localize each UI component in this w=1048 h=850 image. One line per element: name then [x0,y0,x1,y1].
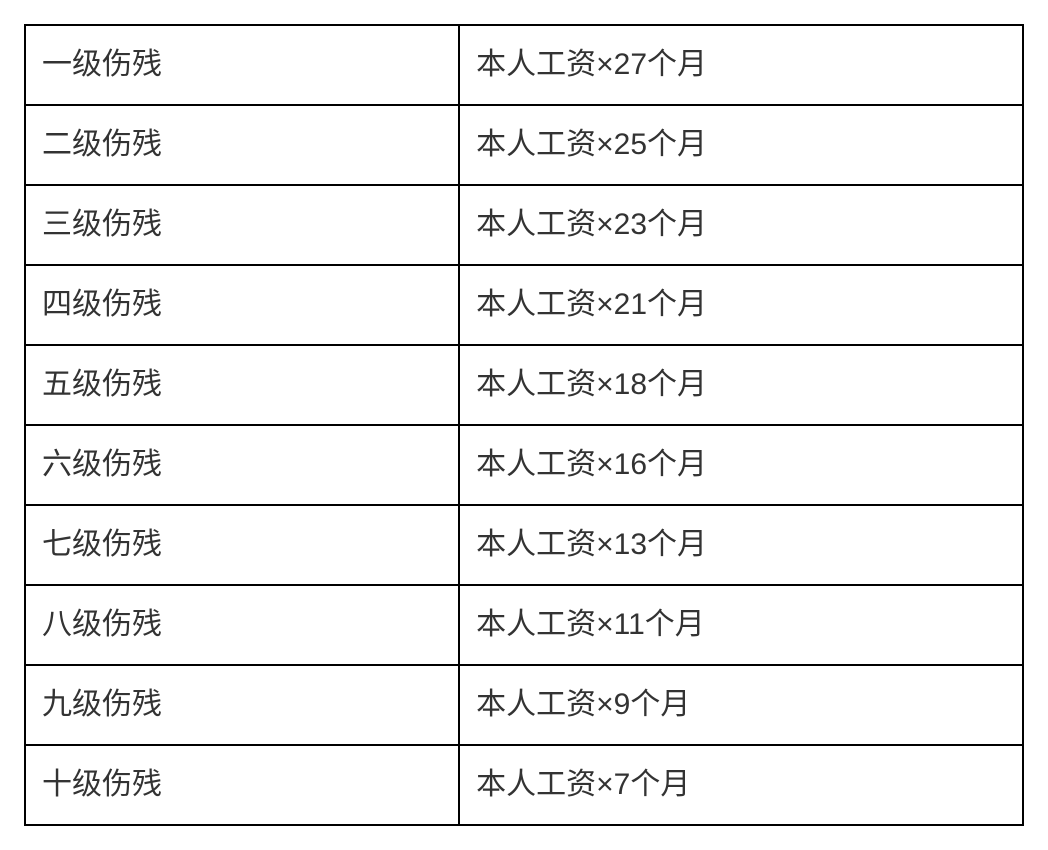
table-row: 五级伤残 本人工资×18个月 [25,345,1023,425]
compensation-cell: 本人工资×16个月 [459,425,1023,505]
compensation-cell: 本人工资×18个月 [459,345,1023,425]
compensation-cell: 本人工资×13个月 [459,505,1023,585]
disability-level-cell: 十级伤残 [25,745,459,825]
table-row: 七级伤残 本人工资×13个月 [25,505,1023,585]
compensation-cell: 本人工资×23个月 [459,185,1023,265]
disability-level-cell: 四级伤残 [25,265,459,345]
disability-level-cell: 二级伤残 [25,105,459,185]
disability-level-cell: 三级伤残 [25,185,459,265]
compensation-cell: 本人工资×7个月 [459,745,1023,825]
table-row: 二级伤残 本人工资×25个月 [25,105,1023,185]
disability-level-cell: 一级伤残 [25,25,459,105]
compensation-cell: 本人工资×11个月 [459,585,1023,665]
disability-level-cell: 六级伤残 [25,425,459,505]
table-row: 四级伤残 本人工资×21个月 [25,265,1023,345]
disability-level-cell: 五级伤残 [25,345,459,425]
disability-compensation-table: 一级伤残 本人工资×27个月 二级伤残 本人工资×25个月 三级伤残 本人工资×… [24,24,1024,826]
compensation-cell: 本人工资×9个月 [459,665,1023,745]
table-row: 一级伤残 本人工资×27个月 [25,25,1023,105]
table-row: 六级伤残 本人工资×16个月 [25,425,1023,505]
disability-level-cell: 七级伤残 [25,505,459,585]
compensation-cell: 本人工资×21个月 [459,265,1023,345]
compensation-cell: 本人工资×25个月 [459,105,1023,185]
table-row: 十级伤残 本人工资×7个月 [25,745,1023,825]
disability-level-cell: 九级伤残 [25,665,459,745]
table-row: 九级伤残 本人工资×9个月 [25,665,1023,745]
table-row: 三级伤残 本人工资×23个月 [25,185,1023,265]
table-row: 八级伤残 本人工资×11个月 [25,585,1023,665]
compensation-cell: 本人工资×27个月 [459,25,1023,105]
disability-level-cell: 八级伤残 [25,585,459,665]
